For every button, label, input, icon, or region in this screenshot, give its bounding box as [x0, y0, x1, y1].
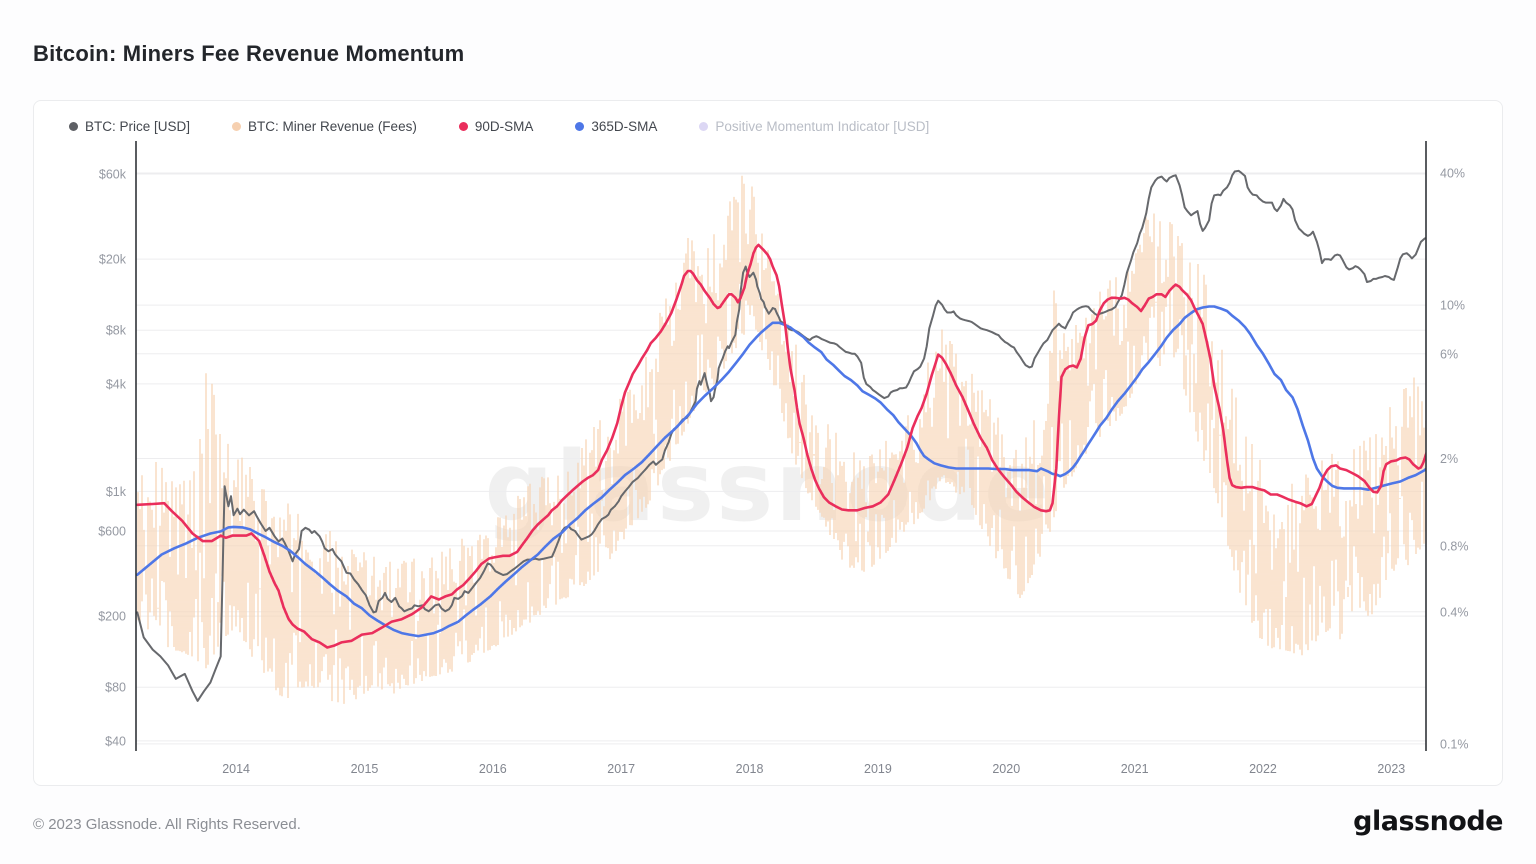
y-axis-left-tick: $600	[98, 525, 126, 539]
series-miner-revenue-fees-band	[137, 175, 1426, 704]
legend-label: 365D-SMA	[591, 119, 658, 134]
legend-label: Positive Momentum Indicator [USD]	[715, 119, 930, 134]
x-axis-tick: 2020	[992, 762, 1020, 776]
x-axis-tick: 2021	[1121, 762, 1149, 776]
x-axis-tick: 2018	[736, 762, 764, 776]
footer-copyright: © 2023 Glassnode. All Rights Reserved.	[33, 816, 301, 833]
y-axis-right-tick: 6%	[1440, 347, 1458, 361]
y-axis-left-tick: $1k	[106, 485, 127, 499]
x-axis-tick: 2019	[864, 762, 892, 776]
legend-label: BTC: Miner Revenue (Fees)	[248, 119, 417, 134]
y-axis-left-tick: $4k	[106, 377, 127, 391]
legend-dot-icon	[69, 122, 78, 131]
chart-legend: BTC: Price [USD] BTC: Miner Revenue (Fees…	[69, 119, 929, 134]
legend-item-90d-sma[interactable]: 90D-SMA	[458, 119, 534, 134]
legend-dot-icon	[458, 122, 468, 131]
y-axis-left-tick: $60k	[99, 168, 127, 182]
legend-label: BTC: Price [USD]	[85, 119, 191, 134]
y-axis-right-tick: 0.8%	[1440, 539, 1469, 553]
chart-card: BTC: Price [USD] BTC: Miner Revenue (Fees…	[33, 100, 1503, 786]
series-90d-sma	[136, 243, 1426, 649]
legend-item-365d-sma[interactable]: 365D-SMA	[575, 119, 657, 134]
x-axis-tick: 2015	[351, 762, 379, 776]
y-axis-right-tick: 0.4%	[1440, 605, 1469, 619]
y-axis-left-tick: $200	[98, 610, 126, 624]
x-axis-tick: 2017	[607, 762, 635, 776]
y-axis-right-tick: 40%	[1440, 167, 1465, 181]
x-axis-tick: 2023	[1377, 762, 1405, 776]
y-axis-left-tick: $40	[105, 734, 126, 748]
legend-item-btc-miner-revenue-fees[interactable]: BTC: Miner Revenue (Fees)	[232, 119, 417, 134]
legend-item-btc-price-usd[interactable]: BTC: Price [USD]	[69, 119, 190, 134]
y-axis-right-tick: 0.1%	[1440, 737, 1469, 751]
x-axis-tick: 2022	[1249, 762, 1277, 776]
series-btc-price-usd	[136, 169, 1426, 702]
y-axis-left-tick: $8k	[106, 324, 127, 338]
series-365d-sma	[136, 305, 1426, 638]
glassnode-logo: glassnode	[1353, 806, 1503, 837]
legend-label: 90D-SMA	[474, 119, 534, 134]
y-axis-right-tick: 2%	[1440, 452, 1458, 466]
chart-plot[interactable]: $60k $20k $8k $4k $1k $600 $200 $80 $40 40% 10% 6% 2…	[34, 101, 1504, 787]
legend-dot-icon	[232, 122, 242, 131]
x-axis-tick: 2014	[222, 762, 250, 776]
y-axis-right-tick: 10%	[1440, 299, 1465, 313]
legend-dot-icon	[699, 122, 709, 131]
legend-item-positive-momentum-indicator-usd[interactable]: Positive Momentum Indicator [USD]	[699, 119, 929, 134]
y-axis-left-tick: $20k	[99, 253, 127, 267]
legend-dot-icon	[575, 122, 585, 131]
x-axis-tick: 2016	[479, 762, 507, 776]
page-title: Bitcoin: Miners Fee Revenue Momentum	[33, 41, 465, 66]
y-axis-left-tick: $80	[105, 681, 126, 695]
